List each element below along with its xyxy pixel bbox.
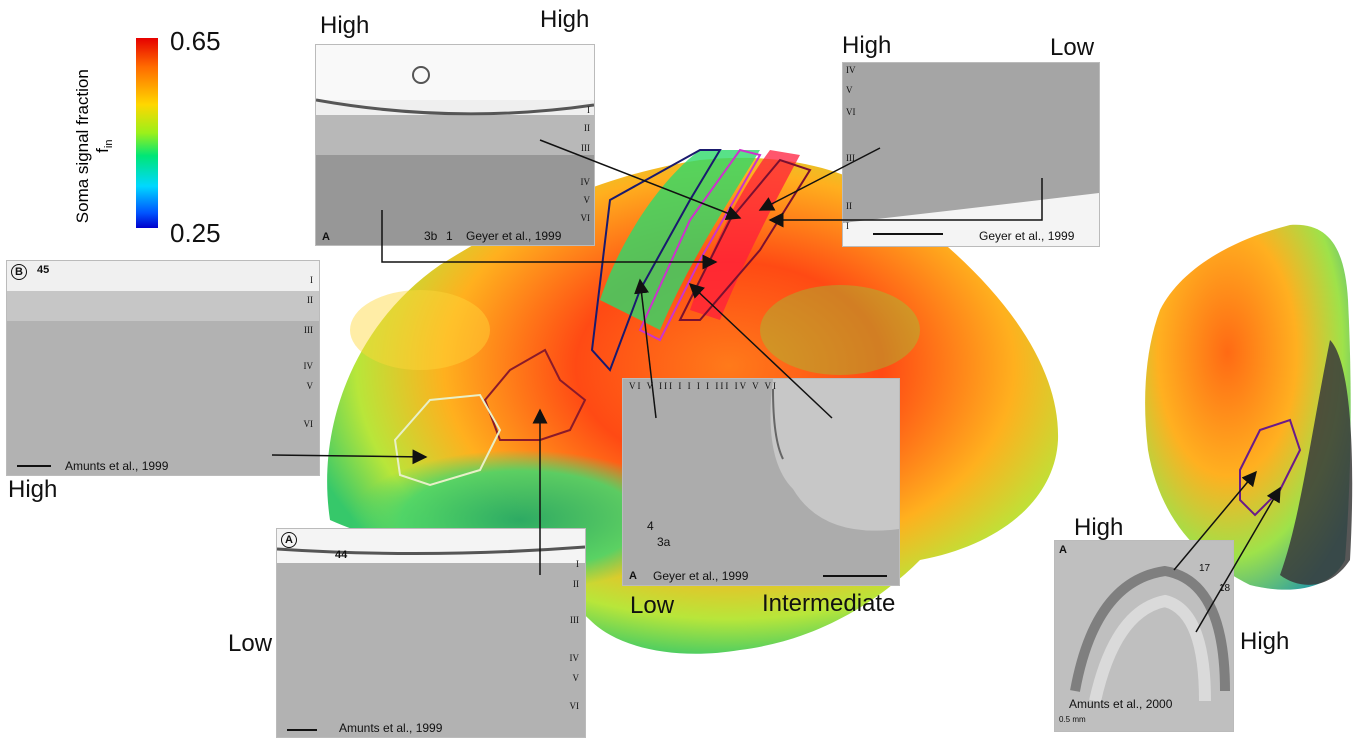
layer-label: IV [580, 177, 591, 187]
area-number: 44 [335, 549, 348, 561]
label-high: High [842, 32, 892, 59]
label-intermediate: Intermediate [762, 590, 896, 617]
layer-label: IV [303, 361, 314, 371]
mark-4: 4 [647, 519, 654, 533]
layer-label: IV [846, 65, 856, 75]
panel-letter: B [11, 264, 27, 280]
layer-label: III [846, 153, 855, 163]
broca-45-outline [393, 393, 502, 487]
histology-texture [277, 529, 585, 737]
citation: Amunts et al., 1999 [65, 459, 169, 473]
layer-label: I [846, 221, 849, 231]
histology-texture [316, 45, 594, 245]
layer-label: IV [569, 653, 580, 663]
label-low: Low [630, 592, 675, 619]
label-high: High [1074, 514, 1124, 541]
panel-letter: A [322, 231, 330, 243]
green-parietal-region [760, 285, 920, 375]
scale-bar [873, 233, 943, 235]
mark-17: 17 [1199, 563, 1211, 574]
panel-occipital: A 17 18 Amunts et al., 2000 0.5 mm [1054, 540, 1234, 732]
mark-18: 18 [1219, 583, 1231, 594]
label-high: High [540, 6, 590, 33]
mark-3a: 3a [657, 535, 671, 549]
layer-label: II [584, 123, 590, 133]
citation: Amunts et al., 2000 [1069, 697, 1173, 711]
citation: Amunts et al., 1999 [339, 721, 443, 735]
layer-label: VI [569, 701, 580, 711]
layer-labels-top: VI V III I I I I III IV V VI [629, 381, 778, 391]
histology-texture [623, 379, 899, 585]
layer-label: I [576, 559, 579, 569]
citation: Geyer et al., 1999 [979, 229, 1075, 243]
panel-area44: A 44 Amunts et al., 1999 I II III IV V V… [276, 528, 586, 738]
broca-44-outline [483, 348, 587, 441]
label-high: High [320, 12, 370, 39]
yellow-frontal-region [350, 290, 490, 370]
colorbar-min: 0.25 [170, 218, 221, 248]
panel-area4-top: IV V VI III II I Geyer et al., 1999 [842, 62, 1100, 247]
label-low: Low [228, 630, 273, 657]
layer-label: III [304, 325, 313, 335]
scale-bar [287, 729, 317, 731]
layer-label: III [581, 143, 590, 153]
panel-sulcus: VI V III I I I I III IV V VI 4 3a A Geye… [622, 378, 900, 586]
layer-label: I [310, 275, 313, 285]
layer-label: II [573, 579, 579, 589]
mark-3b: 3b [424, 229, 438, 243]
layer-label: V [846, 85, 853, 95]
panel-letter: A [629, 570, 637, 582]
layer-label: V [583, 195, 591, 205]
panel-area45: B 45 Amunts et al., 1999 I II III IV V V… [6, 260, 320, 476]
layer-label: I [587, 105, 590, 115]
layer-label: II [846, 201, 852, 211]
layer-label: VI [580, 213, 591, 223]
panel-letter: A [1059, 544, 1067, 556]
layer-label: VI [303, 419, 314, 429]
scale-bar [823, 575, 887, 577]
scale-label: 0.5 mm [1059, 715, 1086, 724]
layer-label: VI [846, 107, 856, 117]
panel-letter: A [281, 532, 297, 548]
scale-bar [17, 465, 51, 467]
citation: Geyer et al., 1999 [653, 569, 749, 583]
label-high: High [1240, 628, 1290, 655]
histology-texture [7, 261, 319, 475]
occipital-medial-dark [1280, 340, 1353, 585]
citation: Geyer et al., 1999 [466, 229, 562, 243]
colorbar-max: 0.65 [170, 26, 221, 56]
layer-label: V [572, 673, 580, 683]
mark-1: 1 [446, 229, 453, 243]
area-number: 45 [37, 264, 50, 276]
layer-label: II [307, 295, 313, 305]
panel-area3b: A 3b 1 Geyer et al., 1999 I II III IV V … [315, 44, 595, 246]
colorbar-gradient [136, 38, 158, 228]
layer-label: III [570, 615, 579, 625]
label-high: High [8, 476, 58, 503]
label-low: Low [1050, 34, 1095, 61]
histology-texture [843, 63, 1099, 246]
layer-label: V [306, 381, 314, 391]
